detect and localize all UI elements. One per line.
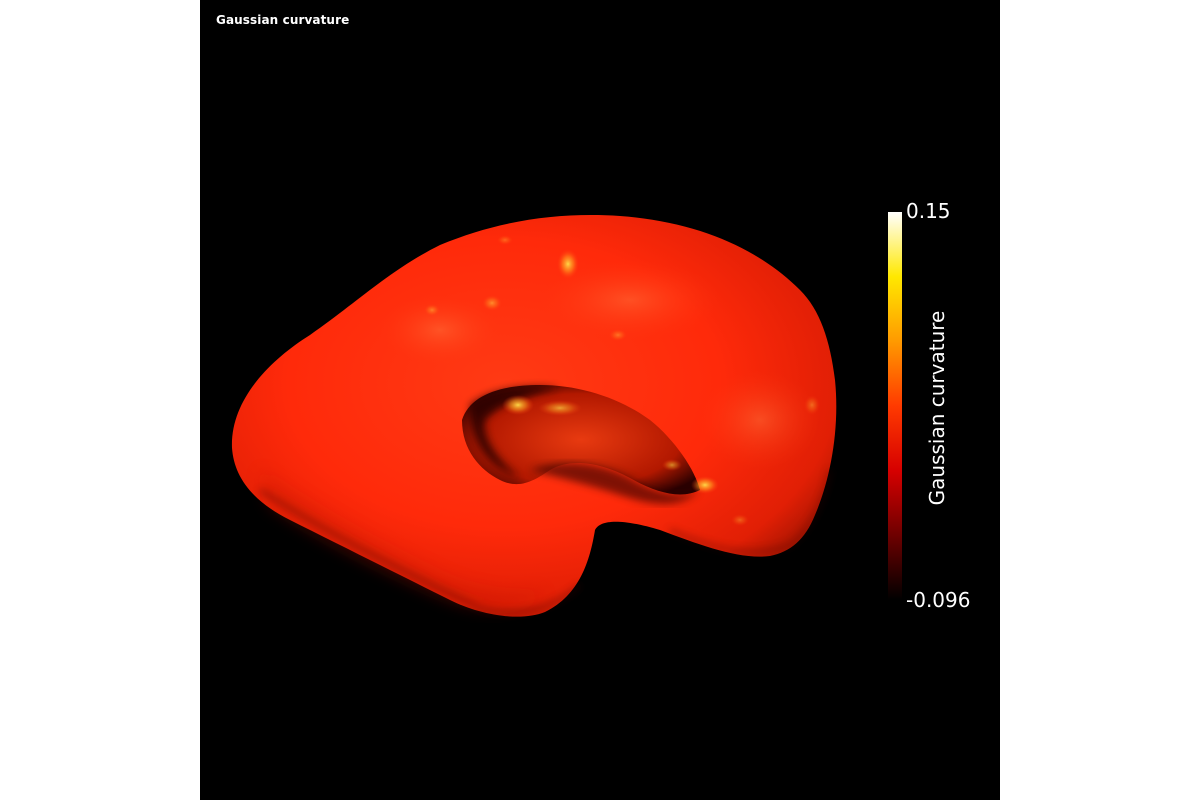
colorbar-max-label: 0.15	[906, 199, 951, 223]
colorbar-gradient	[888, 212, 902, 600]
brain-surface-render[interactable]	[200, 0, 1000, 800]
colorbar-min-label: -0.096	[906, 588, 971, 612]
colorbar-title: Gaussian curvature	[925, 310, 949, 506]
3d-viewport[interactable]: Gaussian curvature	[200, 0, 1000, 800]
panel-title: Gaussian curvature	[216, 13, 350, 27]
